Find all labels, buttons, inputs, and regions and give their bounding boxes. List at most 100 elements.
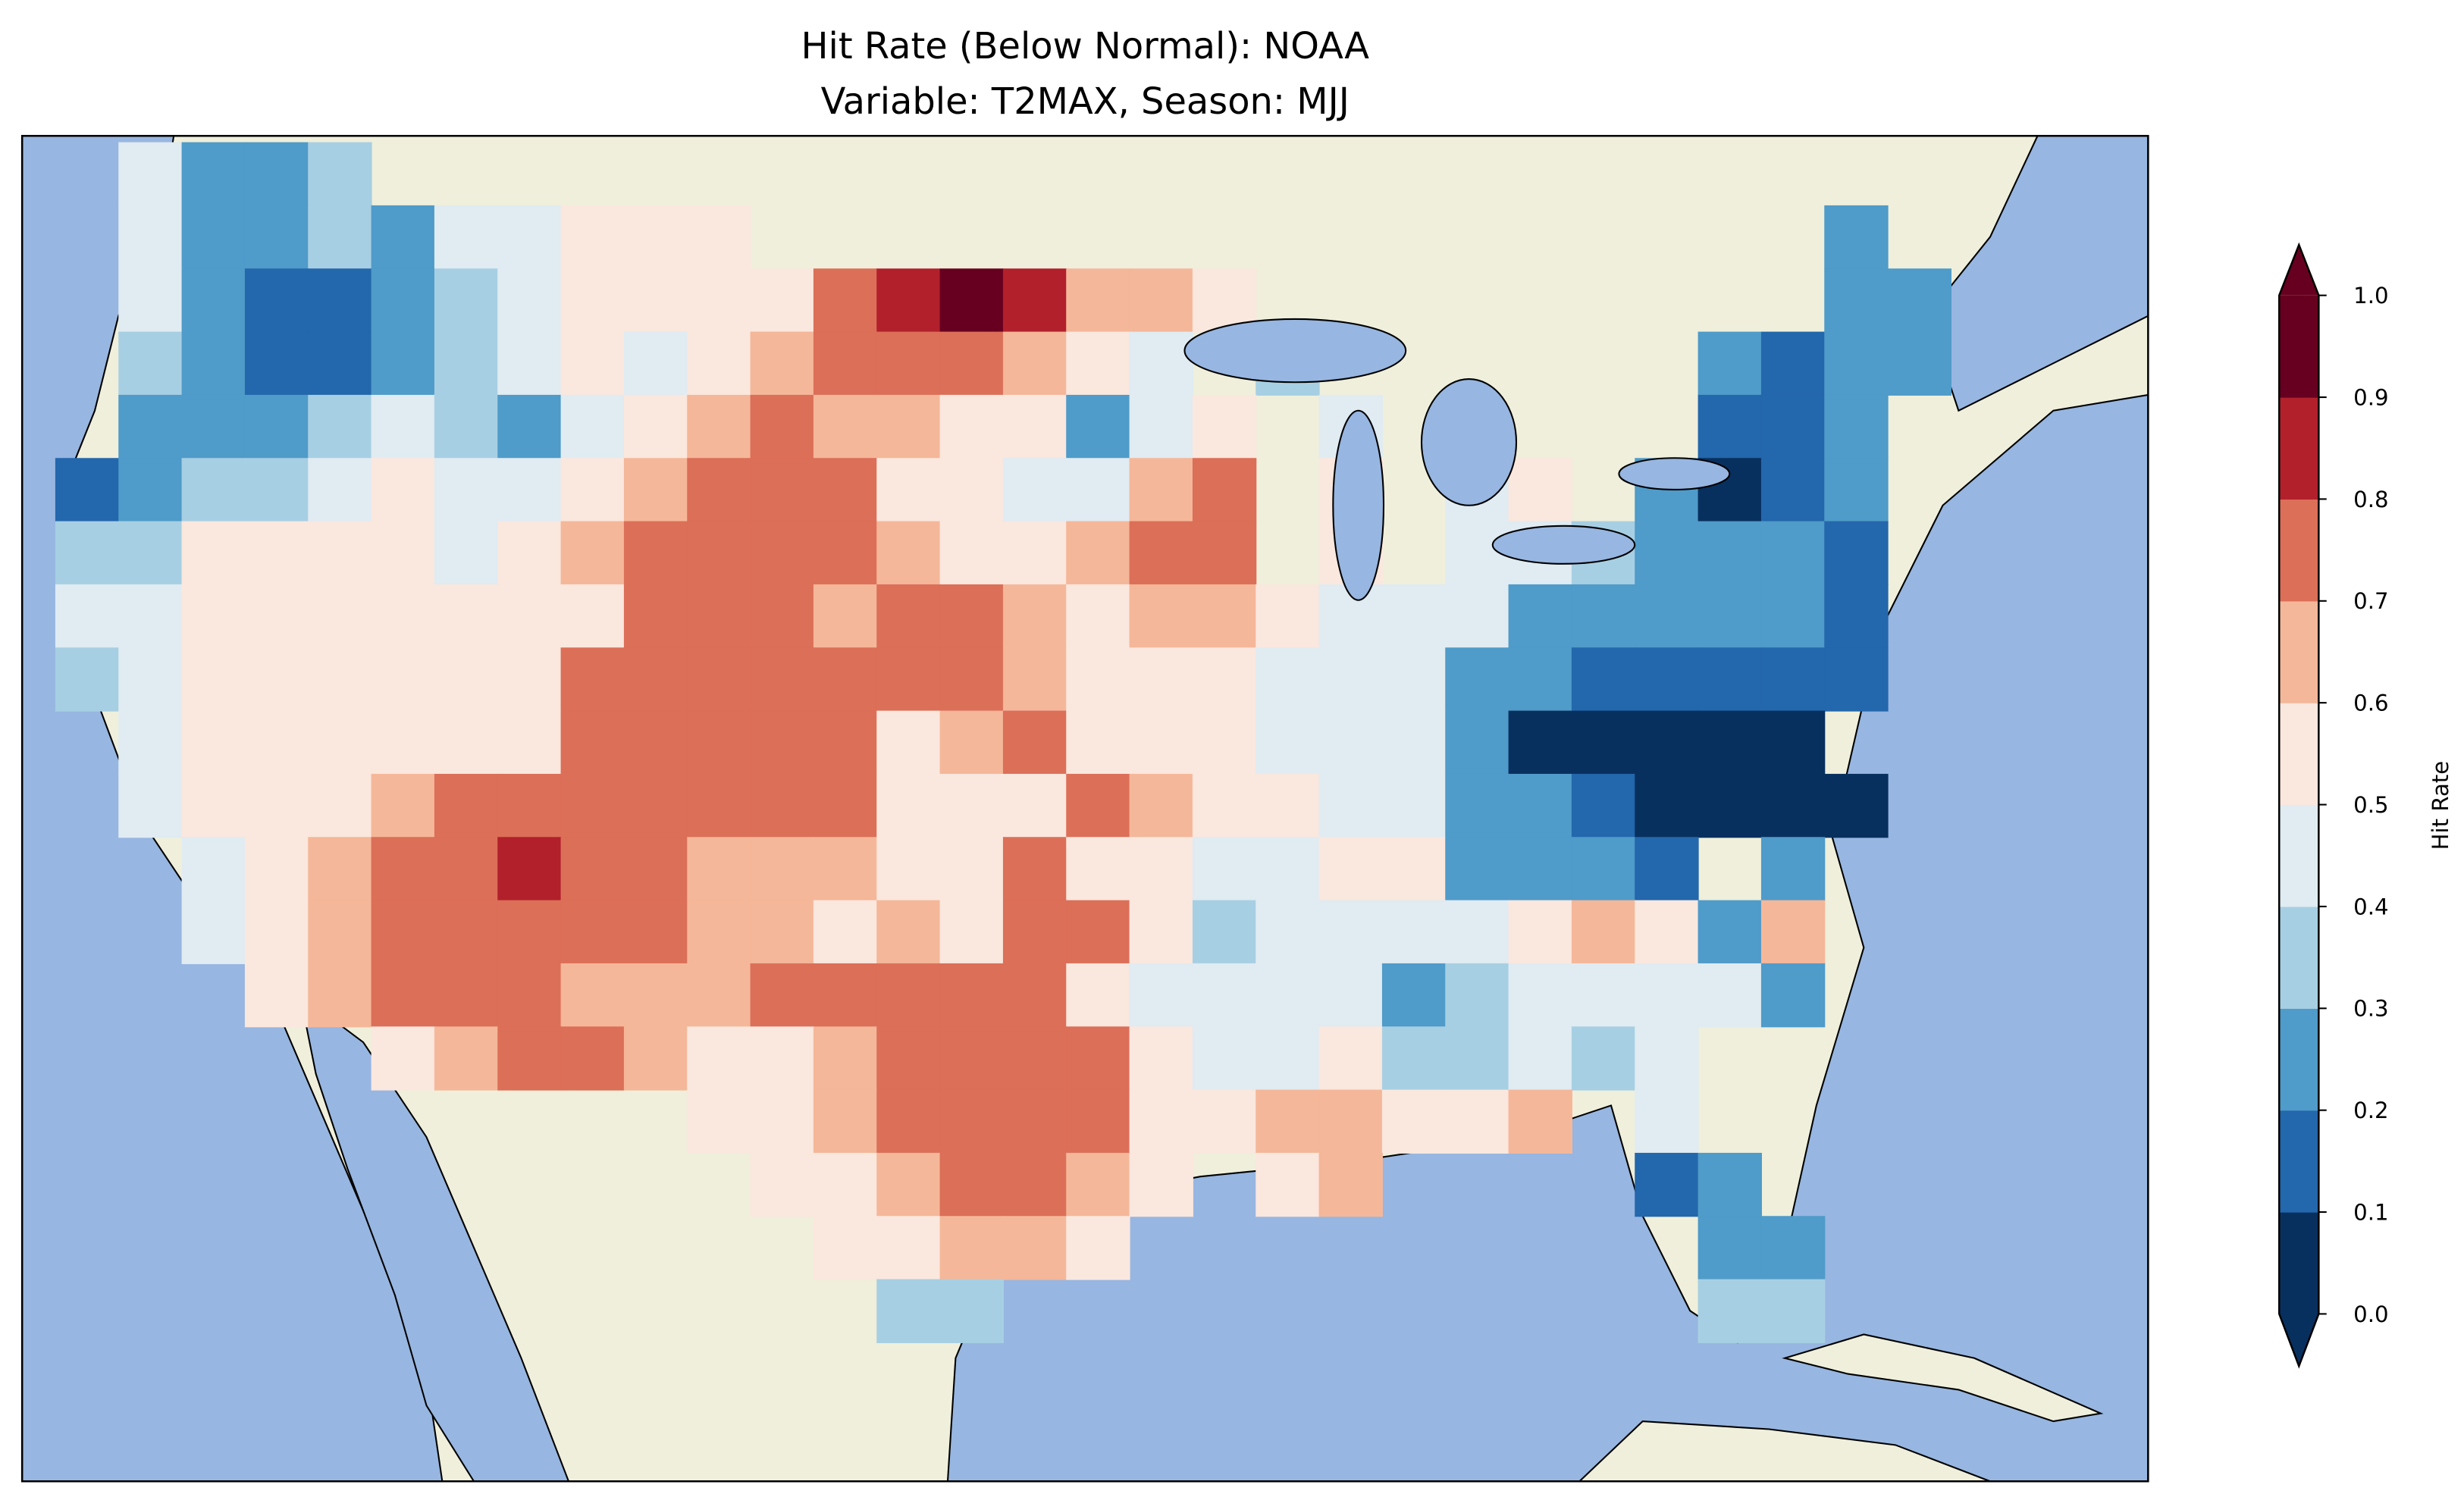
grid-cell xyxy=(1698,521,1762,585)
grid-cell xyxy=(813,710,878,775)
grid-cell xyxy=(1066,1089,1130,1154)
grid-cell xyxy=(939,647,1004,712)
grid-cell xyxy=(560,837,625,901)
grid-cell xyxy=(1635,584,1699,649)
grid-cell xyxy=(876,331,941,396)
grid-cell xyxy=(1129,963,1193,1028)
grid-cell xyxy=(1760,647,1826,712)
grid-cell xyxy=(1571,647,1636,712)
grid-cell xyxy=(750,900,814,964)
grid-cell xyxy=(750,710,814,775)
grid-cell xyxy=(939,394,1004,459)
grid-cell xyxy=(434,521,499,585)
grid-cell xyxy=(1192,394,1257,459)
grid-cell xyxy=(181,331,246,396)
grid-cell xyxy=(687,394,751,459)
grid-cell xyxy=(371,394,435,459)
grid-cell xyxy=(434,584,499,649)
grid-cell xyxy=(1066,837,1130,901)
grid-cell xyxy=(1698,1152,1762,1217)
grid-cell xyxy=(1381,710,1447,775)
grid-cell xyxy=(118,268,183,333)
grid-cell xyxy=(813,900,878,964)
grid-cell xyxy=(813,584,878,649)
grid-cell xyxy=(308,900,372,964)
grid-cell xyxy=(560,773,625,838)
grid-cell xyxy=(1571,773,1636,838)
grid-cell xyxy=(876,647,941,712)
grid-cell xyxy=(434,205,499,270)
grid-cell xyxy=(1445,647,1509,712)
grid-cell xyxy=(1635,521,1699,585)
grid-cell xyxy=(623,963,688,1028)
grid-cell xyxy=(750,584,814,649)
grid-cell xyxy=(1508,458,1572,522)
lake-erie xyxy=(1491,525,1636,565)
grid-cell xyxy=(623,331,688,396)
grid-cell xyxy=(1571,584,1636,649)
grid-cell xyxy=(623,521,688,585)
grid-cell xyxy=(1381,584,1447,649)
grid-cell xyxy=(308,521,372,585)
grid-cell xyxy=(1445,837,1509,901)
grid-cell xyxy=(876,1089,941,1154)
grid-cell xyxy=(1445,584,1509,649)
grid-cell xyxy=(1256,837,1320,901)
colorbar-bin xyxy=(2279,1110,2319,1213)
grid-cell xyxy=(244,963,309,1028)
lake-superior xyxy=(1183,318,1407,384)
grid-cell xyxy=(1445,1089,1509,1154)
colorbar-tick-label: 0.0 xyxy=(2353,1301,2388,1327)
grid-cell xyxy=(687,1089,751,1154)
grid-cell xyxy=(813,521,878,585)
grid-cell xyxy=(1256,900,1320,964)
grid-cell xyxy=(1129,1152,1193,1217)
grid-cell xyxy=(1824,584,1889,649)
colorbar-bin xyxy=(2279,499,2319,602)
grid-cell xyxy=(560,710,625,775)
grid-cell xyxy=(1129,521,1193,585)
grid-cell xyxy=(1508,837,1572,901)
grid-cell xyxy=(371,710,435,775)
grid-cell xyxy=(1002,710,1067,775)
grid-cell xyxy=(497,1026,562,1091)
grid-cell xyxy=(1571,1026,1636,1091)
grid-cell xyxy=(55,584,120,649)
grid-cell xyxy=(813,773,878,838)
grid-cell xyxy=(308,647,372,712)
grid-cell xyxy=(1760,963,1826,1028)
grid-cell xyxy=(371,900,435,964)
grid-cell xyxy=(1824,521,1889,585)
grid-cell xyxy=(939,458,1004,522)
grid-cell xyxy=(1002,458,1067,522)
grid-cell xyxy=(1256,1026,1320,1091)
grid-cell xyxy=(371,837,435,901)
colorbar-bin xyxy=(2279,1212,2319,1315)
grid-cell xyxy=(560,1026,625,1091)
grid-cell xyxy=(876,1152,941,1217)
grid-cell xyxy=(497,205,562,270)
grid-cell xyxy=(434,837,499,901)
cuba-land xyxy=(1782,1333,2104,1423)
grid-cell xyxy=(118,584,183,649)
colorbar-bin xyxy=(2279,703,2319,806)
grid-cell xyxy=(181,837,246,901)
grid-cell xyxy=(1318,773,1383,838)
grid-cell xyxy=(244,584,309,649)
grid-cell xyxy=(371,584,435,649)
grid-cell xyxy=(308,205,372,270)
colorbar-extend-min xyxy=(2279,1314,2319,1367)
colorbar-tick-label: 0.2 xyxy=(2353,1098,2388,1123)
grid-cell xyxy=(1698,331,1762,396)
grid-cell xyxy=(434,331,499,396)
grid-cell xyxy=(687,584,751,649)
grid-cell xyxy=(1508,900,1572,964)
grid-cell xyxy=(1318,1152,1383,1217)
grid-cell xyxy=(1129,773,1193,838)
grid-cell xyxy=(1129,710,1193,775)
grid-cell xyxy=(1635,900,1699,964)
grid-cell xyxy=(1760,458,1826,522)
colorbar-tick-label: 0.3 xyxy=(2353,996,2388,1022)
grid-cell xyxy=(1445,773,1509,838)
grid-cell xyxy=(750,268,814,333)
